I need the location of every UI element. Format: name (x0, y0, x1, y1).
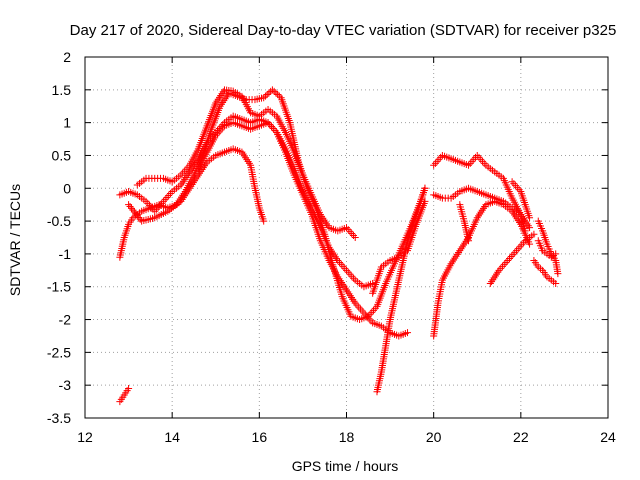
series-arc-o (534, 217, 562, 278)
data-point-marker (263, 91, 271, 99)
data-point-marker (125, 201, 133, 209)
data-point-marker (404, 329, 412, 337)
series-arc-c (116, 112, 412, 340)
x-tick-label: 18 (339, 429, 355, 445)
y-tick-label: -2 (59, 312, 72, 328)
series-arc-f (116, 384, 133, 406)
series-arc-p (530, 256, 560, 287)
x-tick-label: 24 (600, 429, 616, 445)
data-point-marker (274, 91, 282, 99)
y-tick-label: -1.5 (47, 279, 71, 295)
series-arc-l (456, 201, 473, 245)
series-arc-d (125, 145, 268, 225)
data-point-marker (421, 197, 429, 205)
x-tick-label: 22 (513, 429, 529, 445)
data-point-marker (268, 86, 276, 94)
data-point-marker (135, 213, 143, 221)
data-point-marker (260, 94, 268, 102)
data-markers (116, 86, 562, 406)
data-point-marker (133, 212, 141, 220)
x-tick-label: 16 (252, 429, 268, 445)
data-point-marker (265, 89, 273, 97)
series-arc-g (373, 184, 429, 396)
data-point-marker (526, 224, 534, 232)
x-tick-label: 20 (426, 429, 442, 445)
data-point-marker (552, 279, 560, 287)
chart-title: Day 217 of 2020, Sidereal Day-to-day VTE… (70, 22, 617, 39)
tick-labels: 12 14 16 18 20 22 24-3.5-3-2.5-2-1.5-1-0.500.5… (47, 49, 616, 445)
y-axis-label: SDTVAR / TECUs (7, 184, 23, 296)
data-point-marker (526, 240, 534, 248)
y-tick-label: -1 (59, 246, 72, 262)
series-arc-q (534, 237, 560, 261)
y-tick-label: -2.5 (47, 344, 71, 360)
x-tick-label: 12 (77, 429, 93, 445)
data-point-marker (136, 215, 144, 223)
y-tick-label: 0 (63, 180, 71, 196)
series-arc-n (508, 178, 534, 222)
series-arc-k (430, 184, 534, 232)
y-tick-label: 1 (63, 115, 71, 131)
y-tick-label: -3.5 (47, 410, 71, 426)
data-point-marker (132, 210, 140, 218)
data-point-marker (465, 237, 473, 245)
series-arc-m (486, 230, 538, 287)
data-point-marker (552, 250, 560, 258)
axis-ticks (84, 56, 609, 419)
data-point-marker (351, 234, 359, 241)
series-arc-h (369, 197, 429, 297)
data-point-marker (421, 184, 429, 192)
data-point-marker (554, 270, 562, 278)
data-point-marker (260, 217, 268, 225)
data-point-marker (275, 92, 283, 100)
data-point-marker (526, 214, 534, 222)
series-arc-b (133, 86, 359, 241)
x-tick-label: 14 (164, 429, 180, 445)
data-point-marker (530, 230, 538, 238)
data-point-marker (261, 92, 269, 100)
y-tick-label: 2 (63, 49, 71, 65)
data-point-marker (125, 384, 133, 392)
y-tick-label: -3 (59, 377, 72, 393)
y-tick-label: 1.5 (52, 82, 72, 98)
data-point-marker (130, 208, 138, 216)
data-point-marker (127, 204, 135, 212)
y-tick-label: 0.5 (52, 147, 72, 163)
series-arc-j (430, 197, 534, 340)
series-arc-e (194, 119, 377, 291)
data-point-marker (270, 87, 278, 95)
data-point-marker (126, 203, 134, 211)
y-tick-label: -0.5 (47, 213, 71, 229)
x-axis-label: GPS time / hours (292, 458, 399, 474)
data-point-marker (129, 206, 137, 214)
data-point-marker (272, 89, 280, 97)
